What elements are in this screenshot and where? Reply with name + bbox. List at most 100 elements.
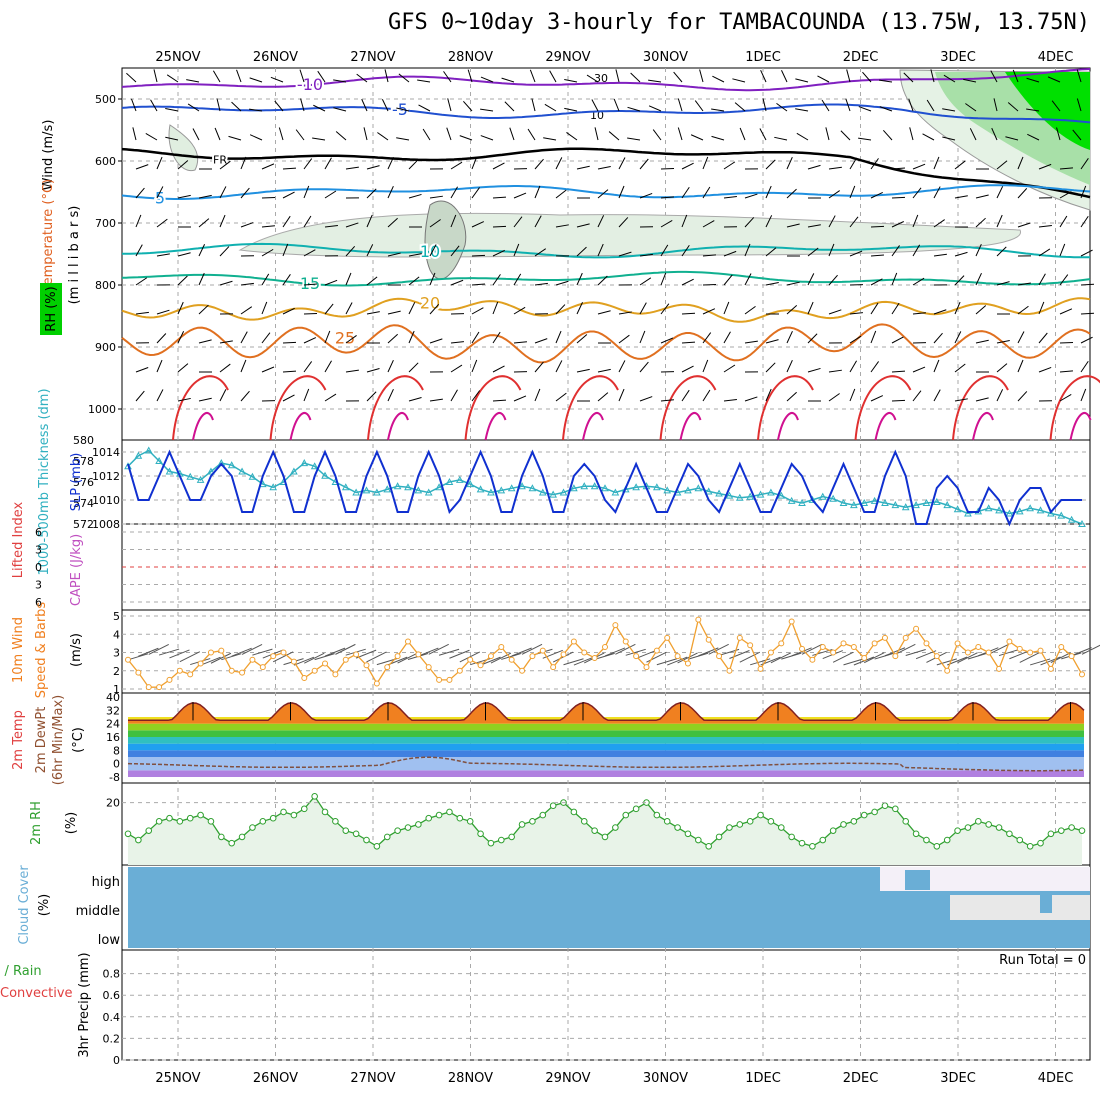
wind-barb — [849, 216, 859, 228]
wind-speed-point — [1016, 645, 1023, 652]
isotherm-35 — [192, 412, 214, 441]
wind-barb — [943, 74, 956, 83]
thickness-point — [1078, 519, 1086, 527]
wind-barb — [576, 368, 590, 373]
wind-barb — [366, 391, 377, 402]
thickness-tick-label: 574 — [73, 497, 94, 510]
wind-barb — [387, 217, 398, 228]
rh-point — [850, 818, 858, 825]
wind-barb — [681, 186, 690, 199]
date-label-top: 26NOV — [253, 50, 298, 65]
rh-point — [332, 818, 339, 825]
wind-barb — [828, 190, 840, 199]
wind-barb — [840, 130, 851, 141]
wind-speed-point — [1068, 653, 1075, 660]
wind10m-barb — [677, 652, 698, 664]
precip-tick-label: 0.4 — [103, 1011, 121, 1024]
wind-barb — [744, 243, 751, 257]
panel-frame-thick — [121, 439, 1091, 525]
wind-barb — [317, 70, 326, 83]
wind-barb — [156, 218, 168, 228]
rh-point — [726, 824, 733, 831]
wind10m-barb — [563, 658, 584, 666]
wind10m-barb — [521, 643, 543, 655]
wind-barb — [261, 248, 274, 257]
wind-barb — [891, 302, 900, 315]
ylabel-2m-temp: 2m Temp — [11, 710, 26, 770]
thickness-point — [144, 446, 153, 454]
wind-barb — [870, 191, 883, 199]
wind-barb — [759, 128, 767, 141]
thickness-point — [341, 483, 350, 491]
isotherm-35 — [777, 412, 799, 441]
wind-barb — [240, 390, 250, 402]
wind-barb — [648, 105, 662, 112]
wind10m-barb — [252, 648, 273, 656]
wind-barb — [282, 307, 295, 315]
wind-barb — [543, 137, 557, 141]
thickness-point — [995, 506, 1003, 514]
wind-speed-point — [944, 667, 951, 674]
wind-barb — [303, 215, 312, 228]
wind-barb — [509, 127, 515, 141]
wind-barb — [975, 305, 987, 315]
wind-barb — [821, 99, 830, 112]
rh-point — [809, 842, 816, 850]
rh-point — [1016, 836, 1024, 844]
wind-barb — [387, 310, 401, 315]
wind10m-barb — [511, 647, 532, 657]
wind10m-barb — [646, 651, 667, 663]
thickness-point — [538, 488, 547, 496]
thickness-point — [248, 472, 257, 480]
ylabel-precip: 3hr Precip (mm) — [77, 952, 92, 1057]
wind-speed-point — [923, 640, 930, 647]
wind-barb — [324, 157, 332, 170]
wind-speed-point — [467, 656, 474, 663]
wind-barb — [219, 389, 227, 402]
wind-speed-point — [674, 653, 681, 660]
wind-barb — [418, 104, 431, 112]
rh-point — [487, 839, 495, 847]
wind-barb — [1059, 215, 1068, 228]
temp-band — [128, 770, 1084, 777]
rh-point — [757, 811, 764, 819]
wind-speed-point — [612, 622, 619, 629]
wind-speed-point — [653, 647, 660, 654]
temp-band — [128, 743, 1084, 751]
wind-barb — [534, 248, 547, 257]
rh-point — [529, 818, 536, 825]
wind-barb — [450, 364, 463, 373]
isotherm-30 — [1049, 375, 1100, 441]
wind-speed-point — [290, 658, 297, 665]
thickness-point — [1047, 509, 1055, 517]
wind-barb — [1051, 100, 1061, 112]
wind-barb — [954, 251, 968, 257]
date-label-top: 27NOV — [350, 50, 395, 65]
wind-speed-point — [591, 654, 598, 661]
wind-barb — [471, 254, 486, 257]
rh-point — [892, 805, 899, 813]
wind-speed-point — [519, 667, 526, 674]
wind-barb — [1027, 133, 1040, 141]
wind-barb — [366, 214, 373, 228]
wind-barb — [366, 368, 380, 373]
isotherm-35 — [484, 412, 507, 441]
rh-point — [674, 824, 681, 831]
wind-speed-point — [985, 649, 992, 656]
isotherm-30 — [464, 375, 522, 441]
wind-speed-point — [218, 647, 225, 654]
wind-barb — [387, 156, 394, 170]
wind-barb — [381, 99, 389, 112]
cloud-clear-middle — [950, 895, 1090, 920]
wind-barb — [639, 361, 649, 373]
wind-barb — [807, 301, 814, 315]
li-tick-label: 6 — [35, 526, 42, 539]
wind-barb — [862, 71, 872, 83]
wind-barb — [165, 136, 179, 141]
wind-barb — [969, 128, 977, 141]
wind-tick-label: 5 — [113, 610, 120, 623]
cloud-level-label: high — [92, 875, 120, 890]
wind-barb — [145, 132, 158, 141]
thickness-point — [767, 488, 775, 496]
wind-barb — [828, 166, 842, 170]
